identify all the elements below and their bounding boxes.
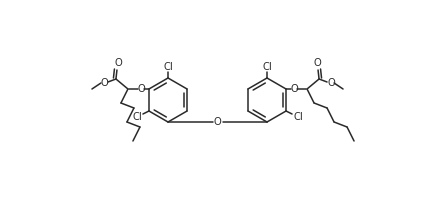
Text: Cl: Cl <box>293 112 303 122</box>
Text: O: O <box>327 78 335 88</box>
Text: O: O <box>137 84 145 94</box>
Text: Cl: Cl <box>262 62 272 72</box>
Text: Cl: Cl <box>132 112 142 122</box>
Text: O: O <box>214 117 221 127</box>
Text: O: O <box>290 84 298 94</box>
Text: O: O <box>114 58 122 68</box>
Text: O: O <box>100 78 108 88</box>
Text: O: O <box>313 58 321 68</box>
Text: Cl: Cl <box>163 62 173 72</box>
